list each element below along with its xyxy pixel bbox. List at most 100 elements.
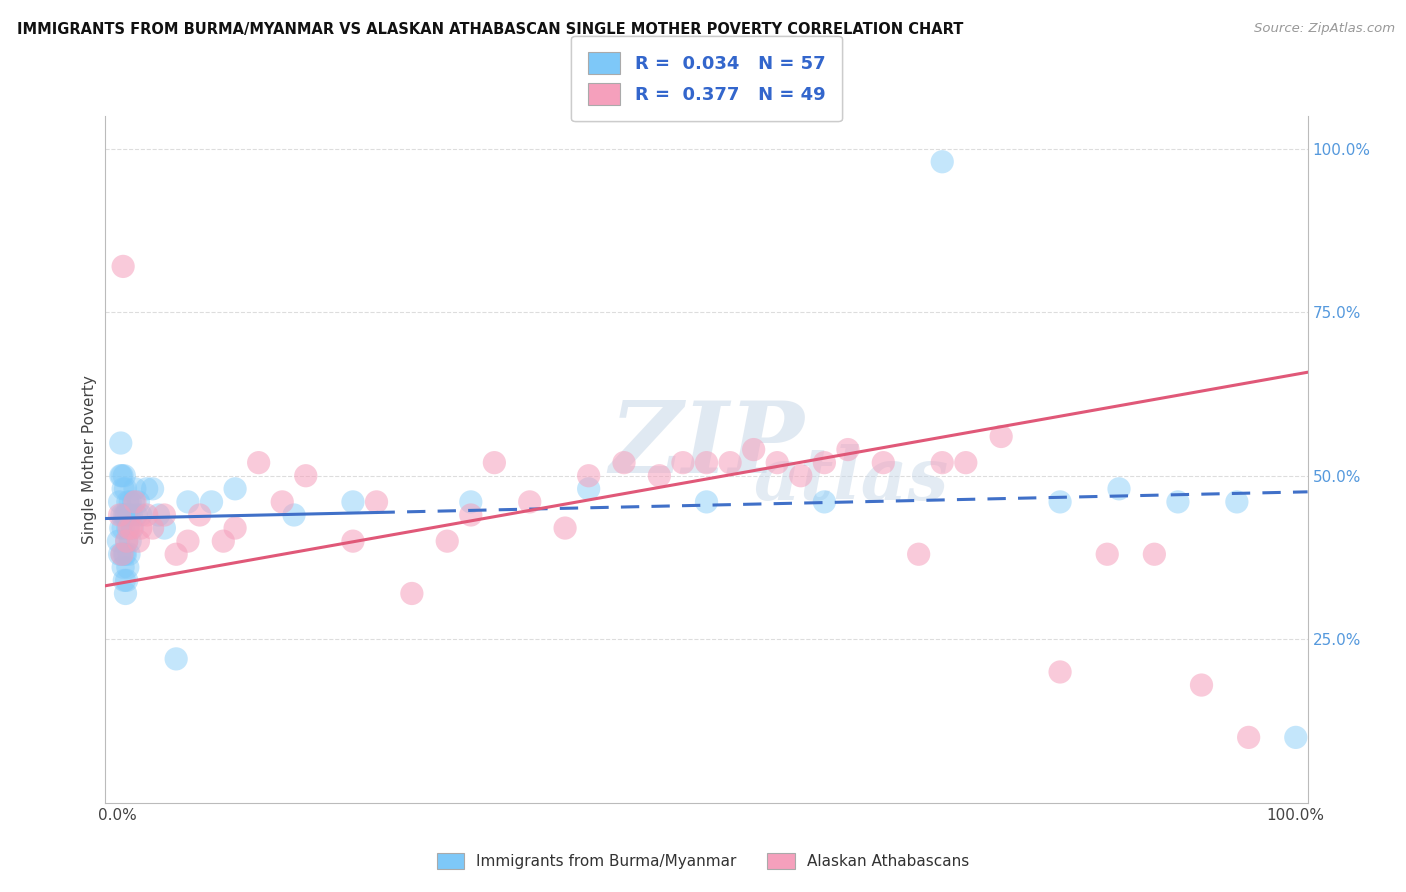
Point <box>613 456 636 470</box>
Point <box>118 521 141 535</box>
Point <box>931 456 953 470</box>
Y-axis label: Single Mother Poverty: Single Mother Poverty <box>82 375 97 544</box>
Point <box>955 456 977 470</box>
Point <box>188 508 211 522</box>
Point <box>790 468 813 483</box>
Point <box>766 456 789 470</box>
Point <box>112 468 135 483</box>
Point <box>111 547 134 561</box>
Point <box>436 534 458 549</box>
Point <box>1097 547 1119 561</box>
Text: ZIP: ZIP <box>609 398 804 494</box>
Point <box>165 652 187 666</box>
Legend: R =  0.034   N = 57, R =  0.377   N = 49: R = 0.034 N = 57, R = 0.377 N = 49 <box>571 36 842 121</box>
Point <box>153 508 176 522</box>
Point <box>872 456 894 470</box>
Point <box>200 495 222 509</box>
Point <box>1237 731 1260 745</box>
Point <box>121 521 143 535</box>
Point <box>177 534 200 549</box>
Point <box>1167 495 1189 509</box>
Point <box>224 521 246 535</box>
Point <box>108 547 131 561</box>
Point <box>1049 495 1071 509</box>
Point <box>342 534 364 549</box>
Point <box>111 547 134 561</box>
Text: atlas: atlas <box>754 444 949 516</box>
Point <box>112 521 135 535</box>
Point <box>366 495 388 509</box>
Point <box>110 436 132 450</box>
Point <box>111 468 134 483</box>
Point <box>107 534 129 549</box>
Point <box>117 521 139 535</box>
Point <box>165 547 187 561</box>
Point <box>907 547 929 561</box>
Point <box>112 260 135 274</box>
Point <box>135 508 157 522</box>
Point <box>120 521 142 535</box>
Point <box>212 534 235 549</box>
Point <box>117 560 139 574</box>
Point <box>519 495 541 509</box>
Point <box>129 521 152 535</box>
Point <box>120 534 142 549</box>
Point <box>484 456 506 470</box>
Point <box>108 508 131 522</box>
Point <box>401 586 423 600</box>
Point <box>114 508 136 522</box>
Point <box>118 547 141 561</box>
Point <box>117 495 139 509</box>
Point <box>554 521 576 535</box>
Point <box>127 495 149 509</box>
Point <box>114 547 136 561</box>
Point <box>578 482 600 496</box>
Point <box>931 154 953 169</box>
Point <box>114 586 136 600</box>
Point <box>115 534 138 549</box>
Point <box>153 521 176 535</box>
Point <box>990 429 1012 443</box>
Point <box>1108 482 1130 496</box>
Point <box>127 534 149 549</box>
Point <box>342 495 364 509</box>
Point <box>837 442 859 457</box>
Point <box>177 495 200 509</box>
Point <box>112 508 135 522</box>
Point <box>1049 665 1071 679</box>
Point <box>120 495 142 509</box>
Point <box>224 482 246 496</box>
Point <box>124 482 146 496</box>
Point <box>110 521 132 535</box>
Point <box>125 508 148 522</box>
Point <box>114 482 136 496</box>
Point <box>118 508 141 522</box>
Point <box>696 495 718 509</box>
Point <box>120 508 142 522</box>
Point <box>124 495 146 509</box>
Point <box>295 468 318 483</box>
Point <box>247 456 270 470</box>
Point <box>460 495 482 509</box>
Point <box>112 482 135 496</box>
Point <box>115 508 138 522</box>
Point <box>1191 678 1213 692</box>
Point <box>1226 495 1249 509</box>
Point <box>142 482 165 496</box>
Point <box>813 495 835 509</box>
Point <box>112 547 135 561</box>
Point <box>1143 547 1166 561</box>
Point <box>718 456 741 470</box>
Point <box>271 495 294 509</box>
Point <box>672 456 695 470</box>
Point <box>115 534 138 549</box>
Point <box>112 560 135 574</box>
Point <box>813 456 835 470</box>
Point <box>460 508 482 522</box>
Point <box>742 442 765 457</box>
Point <box>112 574 135 588</box>
Point <box>148 508 170 522</box>
Point <box>111 508 134 522</box>
Point <box>1285 731 1308 745</box>
Point <box>122 495 145 509</box>
